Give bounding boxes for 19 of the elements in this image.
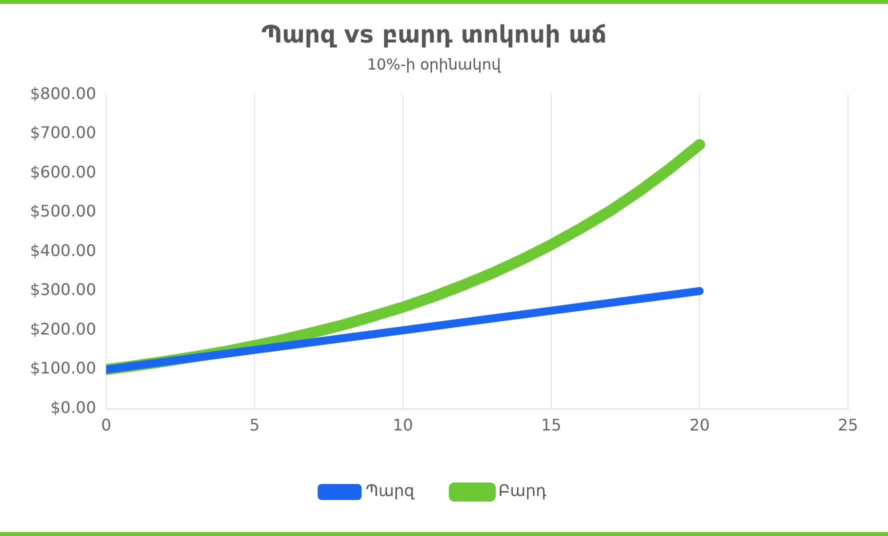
x-tick-label: 15 [541,416,562,435]
y-tick-label: $300.00 [30,280,96,300]
legend-label: Պարզ [366,481,416,500]
y-tick-label: $500.00 [30,202,96,221]
x-tick-label: 20 [689,416,710,435]
y-tick-label: $600.00 [30,162,96,182]
y-tick-label: $100.00 [30,358,96,378]
y-tick-label: $700.00 [30,123,96,142]
x-tick-label: 10 [392,416,414,435]
chart-title: Պարզ vs բարդ տոկոսի աճ [261,20,607,49]
x-tick-label: 5 [249,416,260,435]
x-tick-label: 25 [838,416,858,435]
y-tick-label: $200.00 [30,319,96,338]
y-tick-label: $400.00 [30,240,96,260]
x-tick-label: 0 [101,416,112,435]
legend-label: Բարդ [498,481,547,500]
y-tick-label: $800.00 [30,84,96,103]
y-tick-label: $0.00 [50,398,96,417]
chart-subtitle: 10%-ի օրինակով [367,56,502,74]
